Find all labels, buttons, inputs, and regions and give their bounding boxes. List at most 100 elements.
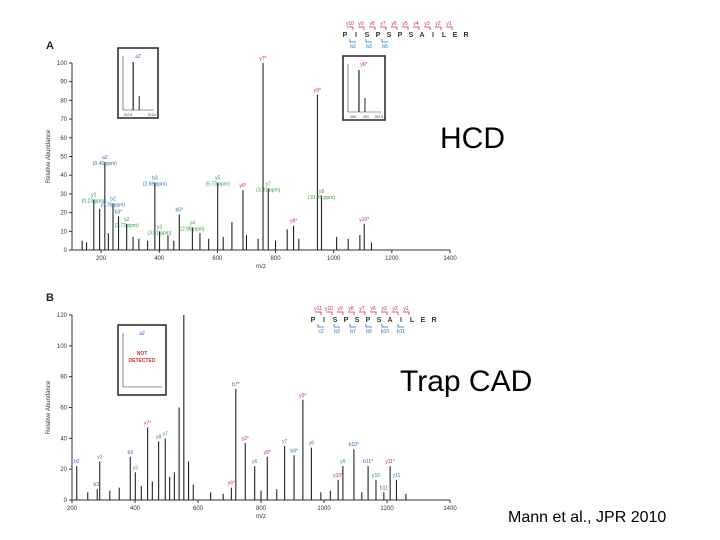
panel-a-x-axis-label: m/z [256,264,266,270]
panel-a-b-ion-bracket [381,39,388,43]
panel-b-residue: S [355,317,360,324]
panel-a-y-ion-mark: y5 [402,21,408,27]
panel-b-y-ion-mark: y11 [314,306,322,312]
panel-a-x-tick-label: 200 [96,256,107,262]
panel-a-peak-label: y6* [239,183,246,189]
panel-a-peak-label: y9* [314,88,321,94]
panel-a-residue: P [343,32,348,39]
panel-a-residue: E [453,32,458,39]
panel-b-y-tick-label: 40 [60,436,67,442]
panel-b-peak-label: b2 [74,459,80,465]
panel-a-x-tick-label: 600 [212,256,223,262]
panel-b-residue: I [323,317,325,324]
panel-b-letter: B [46,292,54,304]
panel-b-peak-label: b9* [290,448,298,454]
panel-b-peak-label: y7 [282,439,288,445]
panel-a-peak-ppm: (0.76 ppm) [101,202,126,208]
panel-a-y-ion-bracket [380,26,387,30]
panel-b-residue: E [421,317,426,324]
panel-a-y-ion-mark: y2 [435,21,441,27]
panel-b-residue: S [377,317,382,324]
panel-a-peak-label: y7 [266,181,272,187]
panel-a-peak-label: b3 [152,176,158,182]
panel-a-y-tick-label: 40 [60,173,67,179]
panel-a-peak-label: b5* [176,207,184,213]
panel-b-y-ion-mark: y8 [348,306,354,312]
panel-b-y-ion-bracket [326,311,333,315]
panel-b-residue: P [344,317,349,324]
panel-b-peak-label: y3 [133,465,139,471]
panel-b-y-tick-label: 120 [57,313,68,319]
panel-b-b-ion-mark: b11 [397,329,405,335]
panel-b-peak-label: y11 [393,473,401,479]
panel-a-y-ion-bracket [435,26,442,30]
panel-a-peak-ppm: (0.45 ppm) [93,161,118,167]
panel-b-inset-label: a2 [139,331,145,337]
panel-b-peak-label: y10 [372,473,380,479]
panel-a-peak-ppm: (2.88 ppm) [180,227,205,233]
panel-a-y-ion-mark: y4 [413,21,419,27]
panel-a-peak-label: a2 [102,155,108,161]
panel-a-y-tick-label: 20 [60,211,67,217]
trap-cad-label: Trap CAD [400,365,533,398]
panel-b-residue: R [431,317,436,324]
panel-a-y-tick-label: 70 [60,117,67,123]
panel-a-x-tick-label: 400 [154,256,165,262]
panel-b-y-ion-bracket [337,311,344,315]
panel-a-residue: A [419,32,424,39]
panel-a-y-ion-bracket [358,26,365,30]
panel-a-residue: I [432,32,434,39]
panel-b-y-ion-mark: y10 [325,306,333,312]
panel-b-y-ion-bracket [315,311,322,315]
panel-b-b-ion-bracket [333,324,340,328]
panel-a-y-tick-label: 60 [60,136,67,142]
panel-a-peak-label: b2 [110,196,116,202]
panel-a-peak-ppm: (3.51 ppm) [147,230,172,236]
panel-b-residue: P [311,317,316,324]
panel-a-inset-box [117,47,159,119]
panel-a-residue: P [398,32,403,39]
panel-a-y-ion-bracket [424,26,431,30]
panel-b-peak-label: y9* [299,393,306,399]
panel-a-x-tick-label: 1000 [327,256,341,262]
panel-b-x-tick-label: 800 [256,506,267,512]
panel-b-b-ion-mark: b10 [381,329,390,335]
panel-a-x-tick-label: 1200 [385,256,399,262]
panel-b-b-ion-bracket [381,324,388,328]
panel-b-y-ion-bracket [348,311,355,315]
panel-a-peak-label: b3* [115,209,123,215]
panel-b-y-ion-mark: y7 [359,306,365,312]
panel-b-y-tick-label: 60 [60,406,67,412]
panel-b-y-ion-mark: y3 [381,306,387,312]
panel-a-residue: L [442,32,447,39]
panel-a-y-ion-bracket [402,26,409,30]
panel-b-y-tick-label: 0 [64,498,68,504]
panel-b-y-tick-label: 20 [60,467,67,473]
panel-a-inset-box [342,55,386,121]
panel-a-y-ion-bracket [446,26,453,30]
panel-b-residue: L [410,317,415,324]
panel-a-inset-tick-label: 213.0 [148,113,157,117]
panel-a-b-ion-mark: b3 [366,44,372,50]
panel-a-b-ion-bracket [349,39,356,43]
panel-a-x-tick-label: 800 [271,256,282,262]
panel-a-y-ion-mark: y8 [369,21,375,27]
panel-a-peak-label: y8* [290,219,297,225]
panel-a-inset-tick-label: 250 [350,115,356,119]
panel-a-y-ion-mark: y10 [346,21,354,27]
panel-b-peak-label: b11* [363,459,373,465]
panel-b-x-tick-label: 1200 [380,506,394,512]
panel-b-y-ion-bracket [359,311,366,315]
panel-b-x-tick-label: 1000 [317,506,331,512]
panel-b-peak-label: y2 [97,454,103,460]
panel-b-peak-label: b11 [380,485,388,491]
panel-a-y-ion-mark: y1 [446,21,452,27]
panel-a-y-ion-bracket [391,26,398,30]
panel-b-inset-box [117,324,167,396]
panel-b-y-ion-bracket [381,311,388,315]
panel-a-y-ion-bracket [369,26,376,30]
panel-b-y-ion-mark: y2 [392,306,398,312]
panel-a-peak-ppm: (3.81 ppm) [256,187,281,193]
panel-b-peak-label: y11* [385,459,395,465]
panel-a-y-tick-label: 50 [60,155,67,161]
